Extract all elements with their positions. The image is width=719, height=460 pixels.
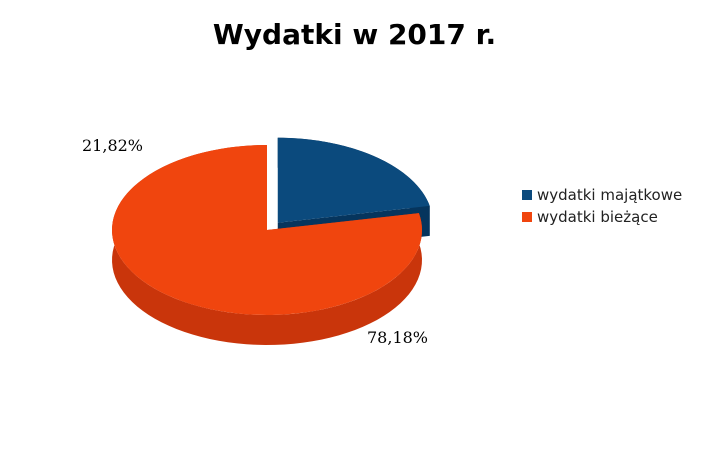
chart-title: Wydatki w 2017 r.	[212, 18, 497, 51]
pie-labels-layer: 21,82% 78,18%	[82, 136, 428, 347]
legend-label-majatkowe: wydatki majątkowe	[537, 186, 683, 204]
data-label-biezace: 78,18%	[367, 328, 428, 347]
legend-swatch-biezace	[522, 212, 532, 222]
legend: wydatki majątkowe wydatki bieżące	[522, 184, 682, 228]
data-label-majatkowe: 21,82%	[82, 136, 143, 155]
legend-label-biezace: wydatki bieżące	[537, 208, 658, 226]
legend-item-majatkowe: wydatki majątkowe	[522, 184, 682, 206]
pie-top-layer	[111, 137, 430, 315]
pie-slice-biezace	[111, 145, 422, 315]
pie-slice-majatkowe	[277, 137, 430, 223]
legend-item-biezace: wydatki bieżące	[522, 206, 682, 228]
legend-swatch-majatkowe	[522, 190, 532, 200]
